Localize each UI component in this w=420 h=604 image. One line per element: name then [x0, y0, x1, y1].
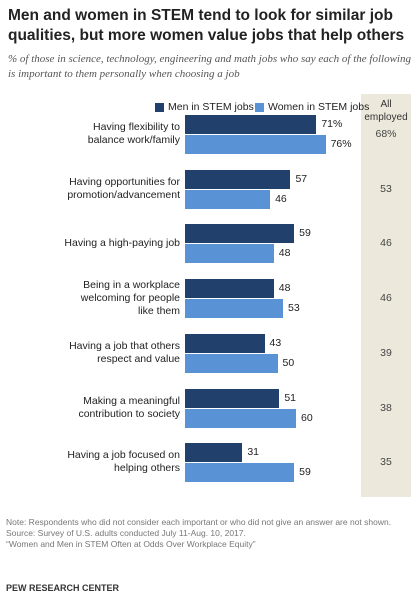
bar: [185, 169, 291, 189]
value-label: 57: [295, 172, 308, 185]
value-label: 46: [275, 192, 287, 205]
value-label: 71%: [321, 118, 343, 130]
all-employed-value: 68%: [375, 128, 397, 140]
bar: [185, 224, 295, 244]
value-label: 76%: [330, 138, 352, 150]
bar: [185, 443, 243, 463]
category-label: Having a job that others respect and val…: [69, 339, 180, 365]
all-employed-value: 53: [380, 182, 392, 195]
bar: [185, 299, 284, 319]
value-label: 51: [284, 391, 297, 404]
all-employed-value: 46: [380, 237, 392, 250]
bar: [185, 115, 317, 134]
bar: [185, 189, 271, 209]
all-employed-value: 35: [380, 456, 392, 469]
value-label: 43: [269, 336, 282, 349]
source: PEW RESEARCH CENTER: [6, 583, 120, 593]
category-label: Having a high-paying job: [64, 236, 180, 249]
bar: [185, 463, 295, 483]
bar: [185, 353, 278, 373]
column-header: All employed: [364, 99, 408, 123]
value-label: 48: [278, 282, 291, 295]
all-employed-value: 38: [380, 401, 392, 414]
all-employed-column: [361, 94, 411, 497]
chart-subtitle: % of those in science, technology, engin…: [8, 53, 411, 80]
all-employed-value: 39: [380, 346, 392, 359]
legend-swatch: [255, 103, 264, 112]
chart-title: Men and women in STEM tend to look for s…: [8, 7, 405, 44]
legend-label: Men in STEM jobs: [168, 101, 254, 113]
bar: [185, 388, 280, 408]
note: Note: Respondents who did not consider e…: [6, 517, 392, 527]
value-label: 50: [282, 356, 295, 369]
all-employed-value: 46: [380, 292, 392, 305]
legend-swatch: [155, 103, 164, 112]
category-label: Having flexibility to balance work/famil…: [87, 121, 180, 146]
notes: Note: Respondents who did not consider e…: [6, 517, 416, 550]
value-label: 53: [288, 302, 300, 315]
value-label: 48: [278, 247, 291, 260]
bar: [185, 408, 296, 428]
value-label: 59: [299, 227, 311, 240]
bar: [185, 279, 274, 299]
bar: [185, 244, 274, 264]
value-label: 60: [301, 411, 313, 424]
category-label: Making a meaningful contribution to soci…: [78, 394, 180, 420]
bar: [185, 333, 265, 353]
category-label: Having a job focused on helping others: [67, 449, 180, 475]
legend-label: Women in STEM jobs: [268, 101, 370, 113]
category-label: Being in a workplace welcoming for peopl…: [80, 278, 180, 317]
bar: [185, 135, 326, 154]
note: “Women and Men in STEM Often at Odds Ove…: [6, 539, 256, 549]
value-label: 31: [247, 446, 260, 459]
note: Source: Survey of U.S. adults conducted …: [6, 528, 246, 538]
category-label: Having opportunities for promotion/advan…: [67, 175, 180, 201]
value-label: 59: [299, 466, 311, 479]
